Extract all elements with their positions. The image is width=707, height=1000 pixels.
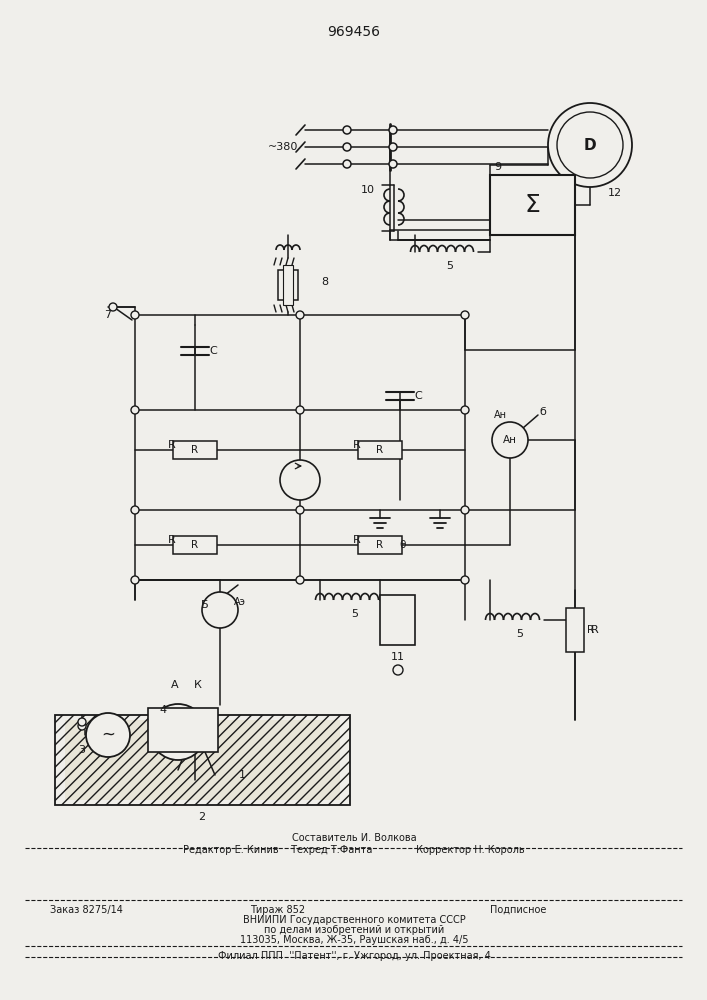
Text: 2: 2 <box>199 812 206 822</box>
Circle shape <box>86 713 130 757</box>
Text: R: R <box>353 535 361 545</box>
Text: Филиал ППП  ''Патент'', г. Ужгород, ул. Проектная, 4: Филиал ППП ''Патент'', г. Ужгород, ул. П… <box>218 951 491 961</box>
Text: 7: 7 <box>105 310 112 320</box>
Circle shape <box>168 722 188 742</box>
Circle shape <box>343 126 351 134</box>
Text: 8: 8 <box>322 277 329 287</box>
Text: 969456: 969456 <box>327 25 380 39</box>
Circle shape <box>131 506 139 514</box>
Text: R: R <box>192 540 199 550</box>
Text: R: R <box>376 540 384 550</box>
Bar <box>380 595 415 645</box>
Text: 3: 3 <box>78 745 86 755</box>
Circle shape <box>202 592 238 628</box>
Text: R: R <box>353 440 361 450</box>
Text: 5: 5 <box>447 261 453 271</box>
Circle shape <box>296 576 304 584</box>
Text: C: C <box>209 346 217 356</box>
Text: 11: 11 <box>391 652 405 662</box>
Circle shape <box>296 406 304 414</box>
Circle shape <box>78 718 86 726</box>
Bar <box>148 708 218 752</box>
Text: R: R <box>591 625 599 635</box>
Text: R: R <box>588 625 595 635</box>
Text: 9: 9 <box>494 162 501 172</box>
Circle shape <box>548 103 632 187</box>
Text: ~380: ~380 <box>268 142 298 152</box>
Text: 5: 5 <box>351 609 358 619</box>
Text: R: R <box>192 445 199 455</box>
Circle shape <box>461 506 469 514</box>
Bar <box>65 720 340 800</box>
Text: 5: 5 <box>517 629 523 639</box>
Text: 113035, Москва, Ж-35, Раушская наб., д. 4/5: 113035, Москва, Ж-35, Раушская наб., д. … <box>240 935 468 945</box>
Bar <box>173 536 217 554</box>
Text: К: К <box>194 680 202 690</box>
Text: D: D <box>584 137 596 152</box>
Circle shape <box>131 311 139 319</box>
Text: Aн: Aн <box>503 435 517 445</box>
Bar <box>173 441 217 459</box>
Text: Тираж 852: Тираж 852 <box>250 905 305 915</box>
Text: Б: Б <box>201 600 209 610</box>
Circle shape <box>343 160 351 168</box>
Bar <box>283 265 293 305</box>
Text: б: б <box>539 407 547 417</box>
Bar <box>490 175 575 235</box>
Circle shape <box>557 112 623 178</box>
Bar <box>358 441 402 459</box>
Text: Подписное: Подписное <box>490 905 547 915</box>
Text: Aэ: Aэ <box>234 597 246 607</box>
Circle shape <box>389 143 397 151</box>
Circle shape <box>492 422 528 458</box>
Text: C: C <box>414 391 422 401</box>
Text: 4: 4 <box>160 705 167 715</box>
Circle shape <box>343 143 351 151</box>
Text: Aн: Aн <box>493 410 506 420</box>
Circle shape <box>389 126 397 134</box>
Text: R: R <box>376 445 384 455</box>
Bar <box>55 715 350 805</box>
Circle shape <box>131 406 139 414</box>
Circle shape <box>389 160 397 168</box>
Circle shape <box>280 460 320 500</box>
Circle shape <box>131 576 139 584</box>
Text: Заказ 8275/14: Заказ 8275/14 <box>50 905 123 915</box>
Text: Σ: Σ <box>524 193 540 217</box>
Circle shape <box>393 665 403 675</box>
Text: R: R <box>168 535 176 545</box>
Circle shape <box>461 406 469 414</box>
Circle shape <box>150 704 206 760</box>
Text: 1: 1 <box>238 770 245 780</box>
Circle shape <box>296 506 304 514</box>
Text: Составитель И. Волкова: Составитель И. Волкова <box>292 833 416 843</box>
Text: ~: ~ <box>101 726 115 744</box>
Circle shape <box>296 311 304 319</box>
Bar <box>358 536 402 554</box>
Text: ВНИИПИ Государственного комитета СССР: ВНИИПИ Государственного комитета СССР <box>243 915 465 925</box>
Circle shape <box>461 311 469 319</box>
Text: θ: θ <box>399 540 407 550</box>
Circle shape <box>461 576 469 584</box>
Circle shape <box>109 303 117 311</box>
Circle shape <box>78 722 86 730</box>
Text: A: A <box>171 680 179 690</box>
Bar <box>278 270 298 300</box>
Bar <box>566 608 584 652</box>
Text: Редактор Е. Кинив    Техред Т.Фанта              Корректор Н. Король: Редактор Е. Кинив Техред Т.Фанта Коррект… <box>183 845 525 855</box>
Text: R: R <box>168 440 176 450</box>
Text: 10: 10 <box>361 185 375 195</box>
Text: 12: 12 <box>608 188 622 198</box>
Text: по делам изобретений и открытий: по делам изобретений и открытий <box>264 925 444 935</box>
